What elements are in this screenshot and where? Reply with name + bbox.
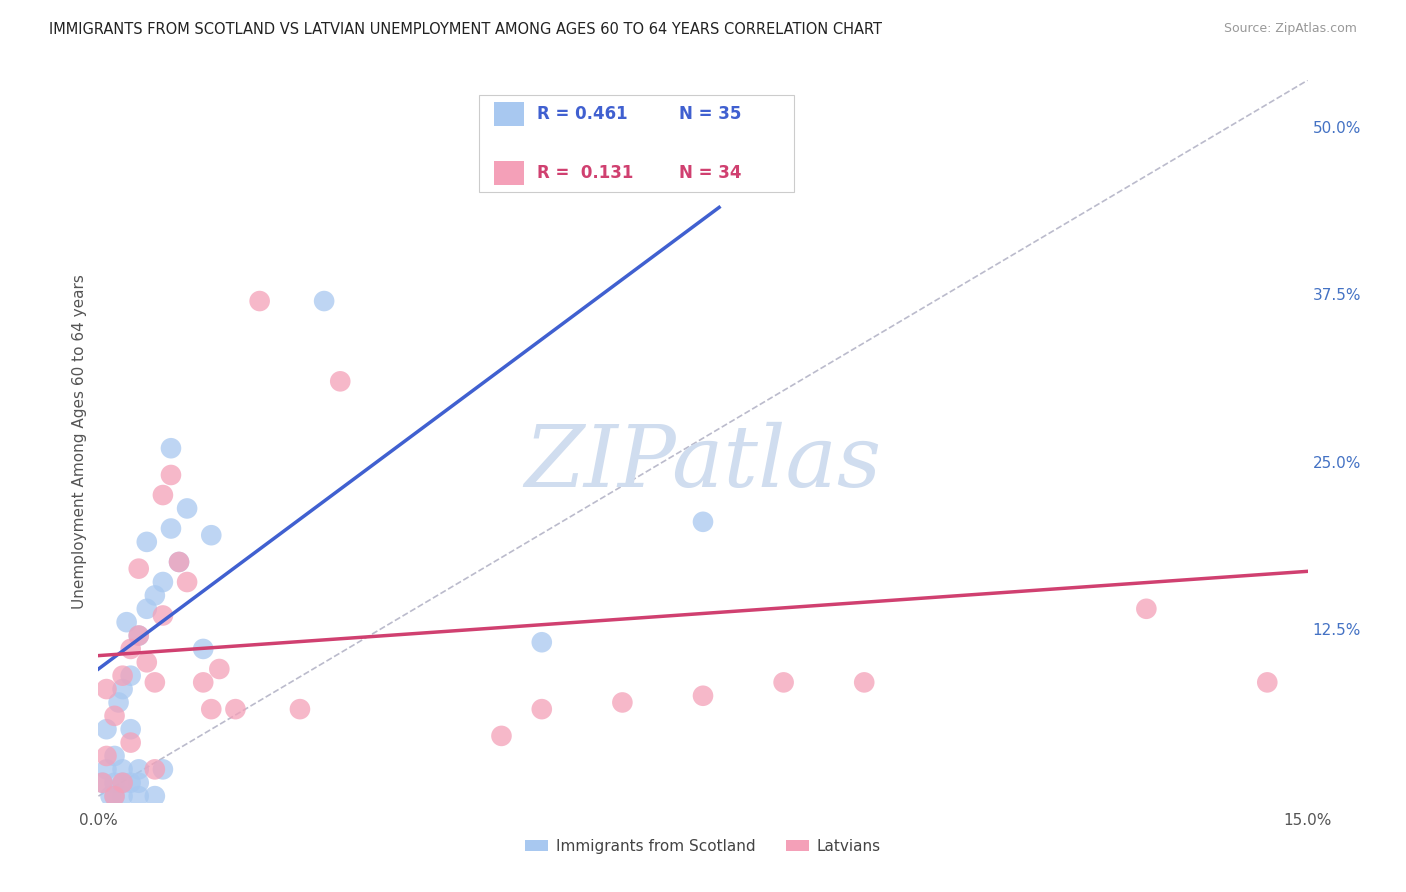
- Point: [111, 762, 134, 776]
- Point: [160, 521, 183, 535]
- Point: [167, 555, 190, 569]
- Point: [128, 628, 150, 642]
- Point: [96, 749, 118, 764]
- Point: [120, 735, 142, 749]
- Point: [115, 615, 138, 630]
- Point: [103, 776, 125, 790]
- Point: [1256, 675, 1278, 690]
- Point: [135, 602, 157, 616]
- Point: [135, 535, 157, 549]
- Bar: [494, 161, 524, 185]
- Point: [152, 762, 174, 776]
- Point: [160, 442, 183, 455]
- Point: [193, 642, 215, 657]
- Text: N = 35: N = 35: [679, 105, 741, 123]
- Point: [96, 681, 118, 696]
- Point: [100, 789, 122, 804]
- Point: [152, 575, 174, 590]
- Point: [91, 776, 114, 790]
- Point: [772, 675, 794, 690]
- Legend: Immigrants from Scotland, Latvians: Immigrants from Scotland, Latvians: [519, 833, 887, 860]
- Point: [91, 776, 114, 790]
- Point: [152, 608, 174, 623]
- Point: [200, 702, 222, 716]
- Bar: [494, 102, 524, 126]
- Point: [249, 294, 271, 309]
- Point: [107, 696, 129, 710]
- Point: [96, 762, 118, 776]
- Point: [612, 696, 634, 710]
- Text: N = 34: N = 34: [679, 164, 741, 182]
- Point: [143, 762, 166, 776]
- Point: [200, 528, 222, 542]
- Text: Source: ZipAtlas.com: Source: ZipAtlas.com: [1223, 22, 1357, 36]
- Point: [103, 789, 125, 804]
- Text: IMMIGRANTS FROM SCOTLAND VS LATVIAN UNEMPLOYMENT AMONG AGES 60 TO 64 YEARS CORRE: IMMIGRANTS FROM SCOTLAND VS LATVIAN UNEM…: [49, 22, 882, 37]
- Point: [111, 776, 134, 790]
- Text: ZIPatlas: ZIPatlas: [524, 422, 882, 505]
- Point: [208, 662, 231, 676]
- Point: [692, 689, 714, 703]
- Point: [176, 501, 198, 516]
- Point: [120, 723, 142, 737]
- Y-axis label: Unemployment Among Ages 60 to 64 years: Unemployment Among Ages 60 to 64 years: [72, 274, 87, 609]
- Point: [135, 655, 157, 669]
- Point: [152, 488, 174, 502]
- Point: [128, 762, 150, 776]
- Point: [128, 628, 150, 642]
- Point: [224, 702, 246, 716]
- Point: [143, 675, 166, 690]
- Point: [143, 589, 166, 603]
- Point: [692, 515, 714, 529]
- Point: [128, 562, 150, 576]
- Point: [111, 669, 134, 683]
- Point: [329, 375, 352, 389]
- Point: [160, 467, 183, 482]
- Point: [1135, 602, 1157, 616]
- Point: [103, 749, 125, 764]
- Point: [120, 642, 142, 657]
- Point: [111, 789, 134, 804]
- Point: [103, 789, 125, 804]
- Point: [103, 708, 125, 723]
- Point: [128, 776, 150, 790]
- Point: [143, 789, 166, 804]
- Point: [853, 675, 876, 690]
- Point: [314, 294, 336, 309]
- Point: [530, 702, 553, 716]
- Point: [193, 675, 215, 690]
- Point: [111, 776, 134, 790]
- Text: R = 0.461: R = 0.461: [537, 105, 628, 123]
- Point: [530, 635, 553, 649]
- Point: [120, 669, 142, 683]
- Point: [128, 789, 150, 804]
- Point: [491, 729, 513, 743]
- Bar: [479, 95, 793, 193]
- Point: [176, 575, 198, 590]
- Point: [288, 702, 311, 716]
- Point: [111, 681, 134, 696]
- Point: [96, 723, 118, 737]
- Point: [120, 776, 142, 790]
- Text: R =  0.131: R = 0.131: [537, 164, 634, 182]
- Point: [167, 555, 190, 569]
